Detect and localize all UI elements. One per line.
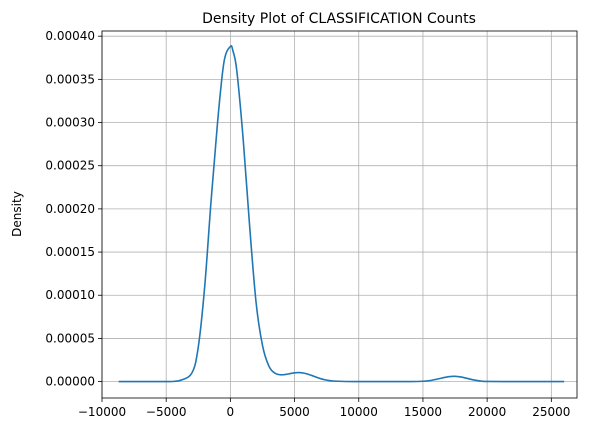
x-tick-label: 5000 <box>279 405 310 419</box>
plot-frame <box>101 30 578 399</box>
x-tick-label: 25000 <box>532 405 570 419</box>
x-tick-label: 20000 <box>468 405 506 419</box>
y-tick-label: 0.00015 <box>45 245 95 259</box>
y-tick-label: 0.00020 <box>45 202 95 216</box>
y-tick-label: 0.00010 <box>45 288 95 302</box>
x-tick-label: 10000 <box>340 405 378 419</box>
y-tick-label: 0.00035 <box>45 72 95 86</box>
series-layer <box>118 45 565 383</box>
y-tick-label: 0.00025 <box>45 159 95 173</box>
y-tick-label: 0.00030 <box>45 116 95 130</box>
x-tick-label: −10000 <box>78 405 126 419</box>
y-tick-label: 0.00040 <box>45 29 95 43</box>
y-tick-label: 0.00005 <box>45 331 95 345</box>
chart-title: Density Plot of CLASSIFICATION Counts <box>202 11 476 27</box>
x-tick-label: 15000 <box>404 405 442 419</box>
y-axis: 0.00000 0.00005 0.00010 0.00015 0.00020 0.000… <box>45 29 102 389</box>
density-line <box>118 45 565 383</box>
x-axis: −10000 −5000 0 5000 10000 15000 20000 25000 <box>78 398 570 419</box>
y-axis-title: Density <box>10 191 24 237</box>
x-tick-label: −5000 <box>146 405 187 419</box>
x-tick-label: 0 <box>227 405 235 419</box>
grid <box>101 31 577 398</box>
y-tick-label: 0.00000 <box>45 375 95 389</box>
